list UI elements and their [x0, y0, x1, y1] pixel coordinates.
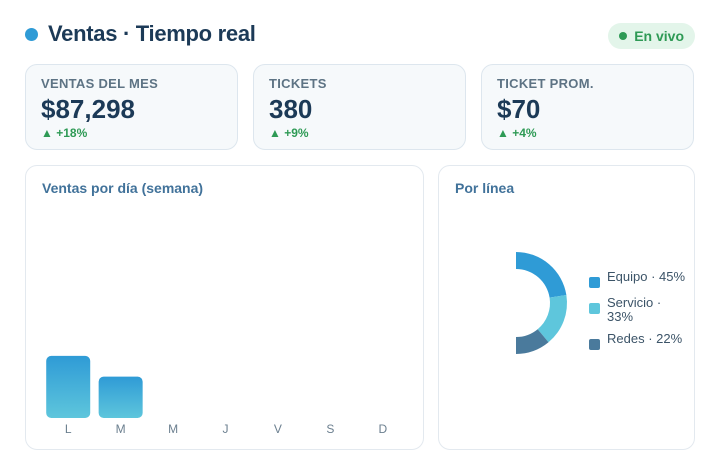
- live-status-label: En vivo: [634, 28, 684, 44]
- by-line-title: Por línea: [455, 180, 515, 196]
- by-line-donut-chart: [516, 252, 567, 354]
- x-tick-label: S: [326, 422, 334, 436]
- kpi-card-ventas-mes: VENTAS DEL MES $87,298 ▲ +18%: [25, 64, 238, 150]
- legend-item: Servicio · 33%: [589, 296, 689, 324]
- donut-slice-2: [516, 329, 549, 354]
- kpi-value: 380: [269, 94, 313, 124]
- donut-legend: Equipo · 45% Servicio · 33% Redes · 22%: [589, 270, 689, 358]
- bar-1: [98, 376, 143, 418]
- x-tick-label: J: [223, 422, 229, 436]
- bar-0: [46, 355, 91, 418]
- donut-slice-0: [516, 252, 567, 298]
- daily-sales-title: Ventas por día (semana): [42, 180, 204, 196]
- x-tick-label: M: [116, 422, 126, 436]
- kpi-card-tickets: TICKETS 380 ▲ +9%: [253, 64, 466, 150]
- x-tick-label: V: [274, 422, 282, 436]
- page-title: Ventas · Tiempo real: [48, 21, 256, 46]
- x-tick-label: D: [378, 422, 387, 436]
- x-tick-label: M: [168, 422, 178, 436]
- kpi-value: $87,298: [41, 94, 135, 124]
- header: Ventas · Tiempo real En vivo: [25, 20, 695, 50]
- kpi-label: TICKETS: [269, 76, 327, 91]
- legend-swatch: [589, 339, 600, 350]
- legend-swatch: [589, 303, 600, 314]
- legend-label: Servicio · 33%: [607, 295, 662, 324]
- legend-label: Redes · 22%: [607, 331, 683, 346]
- legend-item: Redes · 22%: [589, 332, 689, 350]
- kpi-card-ticket-prom: TICKET PROM. $70 ▲ +4%: [481, 64, 694, 150]
- daily-sales-card: Ventas por día (semana) L M M J V S D: [25, 165, 424, 450]
- legend-item: Equipo · 45%: [589, 270, 689, 288]
- kpi-label: TICKET PROM.: [497, 76, 594, 91]
- kpi-delta: ▲ +18%: [41, 126, 88, 140]
- by-line-card: Por línea Equipo · 45% Servicio · 33% Re…: [438, 165, 695, 450]
- x-tick-label: L: [65, 422, 72, 436]
- donut-slice-1: [537, 295, 567, 343]
- legend-swatch: [589, 277, 600, 288]
- kpi-value: $70: [497, 94, 541, 124]
- live-status-dot: [619, 32, 628, 40]
- kpi-delta: ▲ +9%: [269, 126, 309, 140]
- live-indicator-dot: [25, 28, 38, 41]
- live-status-badge: En vivo: [608, 23, 695, 49]
- kpi-delta: ▲ +4%: [497, 126, 537, 140]
- kpi-label: VENTAS DEL MES: [41, 76, 159, 91]
- legend-label: Equipo · 45%: [607, 269, 686, 284]
